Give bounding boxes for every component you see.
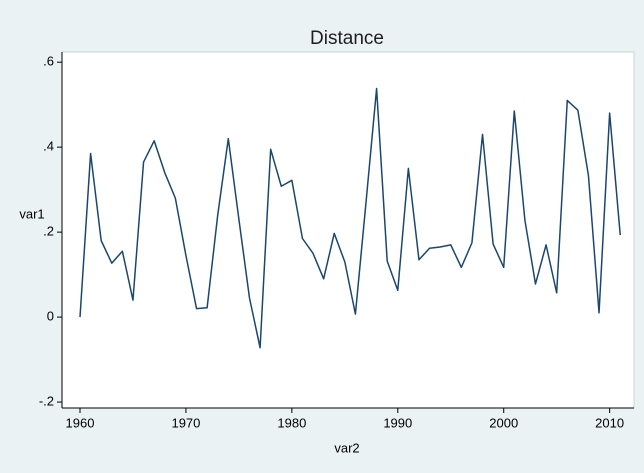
x-tick-label: 1960 [66,415,95,430]
y-tick-label: .4 [43,139,54,154]
y-tick-label: .2 [43,224,54,239]
chart-title: Distance [310,28,384,49]
x-tick-label: 1970 [171,415,200,430]
x-axis-label: var2 [334,440,359,455]
x-tick-label: 2010 [595,415,624,430]
x-tick-label: 2000 [489,415,518,430]
y-tick-label: -.2 [39,393,54,408]
y-tick-label: 0 [47,309,54,324]
plot-area [61,51,635,409]
data-line [79,87,621,349]
x-tick-label: 1980 [277,415,306,430]
x-tick-label: 1990 [383,415,412,430]
y-axis-label: var1 [19,206,44,221]
y-tick-label: .6 [43,54,54,69]
